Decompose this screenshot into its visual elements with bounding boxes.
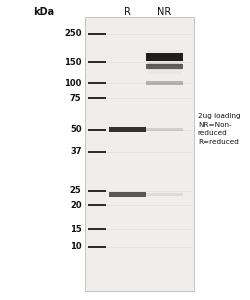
FancyBboxPatch shape (108, 127, 145, 132)
Text: 100: 100 (64, 79, 81, 88)
FancyBboxPatch shape (145, 53, 182, 61)
Text: NR: NR (157, 7, 171, 17)
FancyBboxPatch shape (108, 192, 145, 197)
Text: 20: 20 (70, 201, 81, 210)
FancyBboxPatch shape (145, 81, 182, 85)
Text: 50: 50 (70, 125, 81, 134)
Text: kDa: kDa (32, 7, 54, 17)
FancyBboxPatch shape (145, 128, 182, 131)
Text: 15: 15 (70, 225, 81, 234)
FancyBboxPatch shape (85, 16, 193, 291)
Text: 75: 75 (70, 94, 81, 103)
Text: R: R (124, 7, 130, 17)
Text: 250: 250 (64, 29, 81, 38)
Text: 150: 150 (64, 58, 81, 67)
Text: 37: 37 (70, 147, 81, 156)
Text: 25: 25 (70, 186, 81, 195)
FancyBboxPatch shape (145, 193, 182, 196)
FancyBboxPatch shape (145, 64, 182, 69)
Text: 10: 10 (70, 242, 81, 251)
Text: 2ug loading
NR=Non-
reduced
R=reduced: 2ug loading NR=Non- reduced R=reduced (197, 113, 240, 145)
